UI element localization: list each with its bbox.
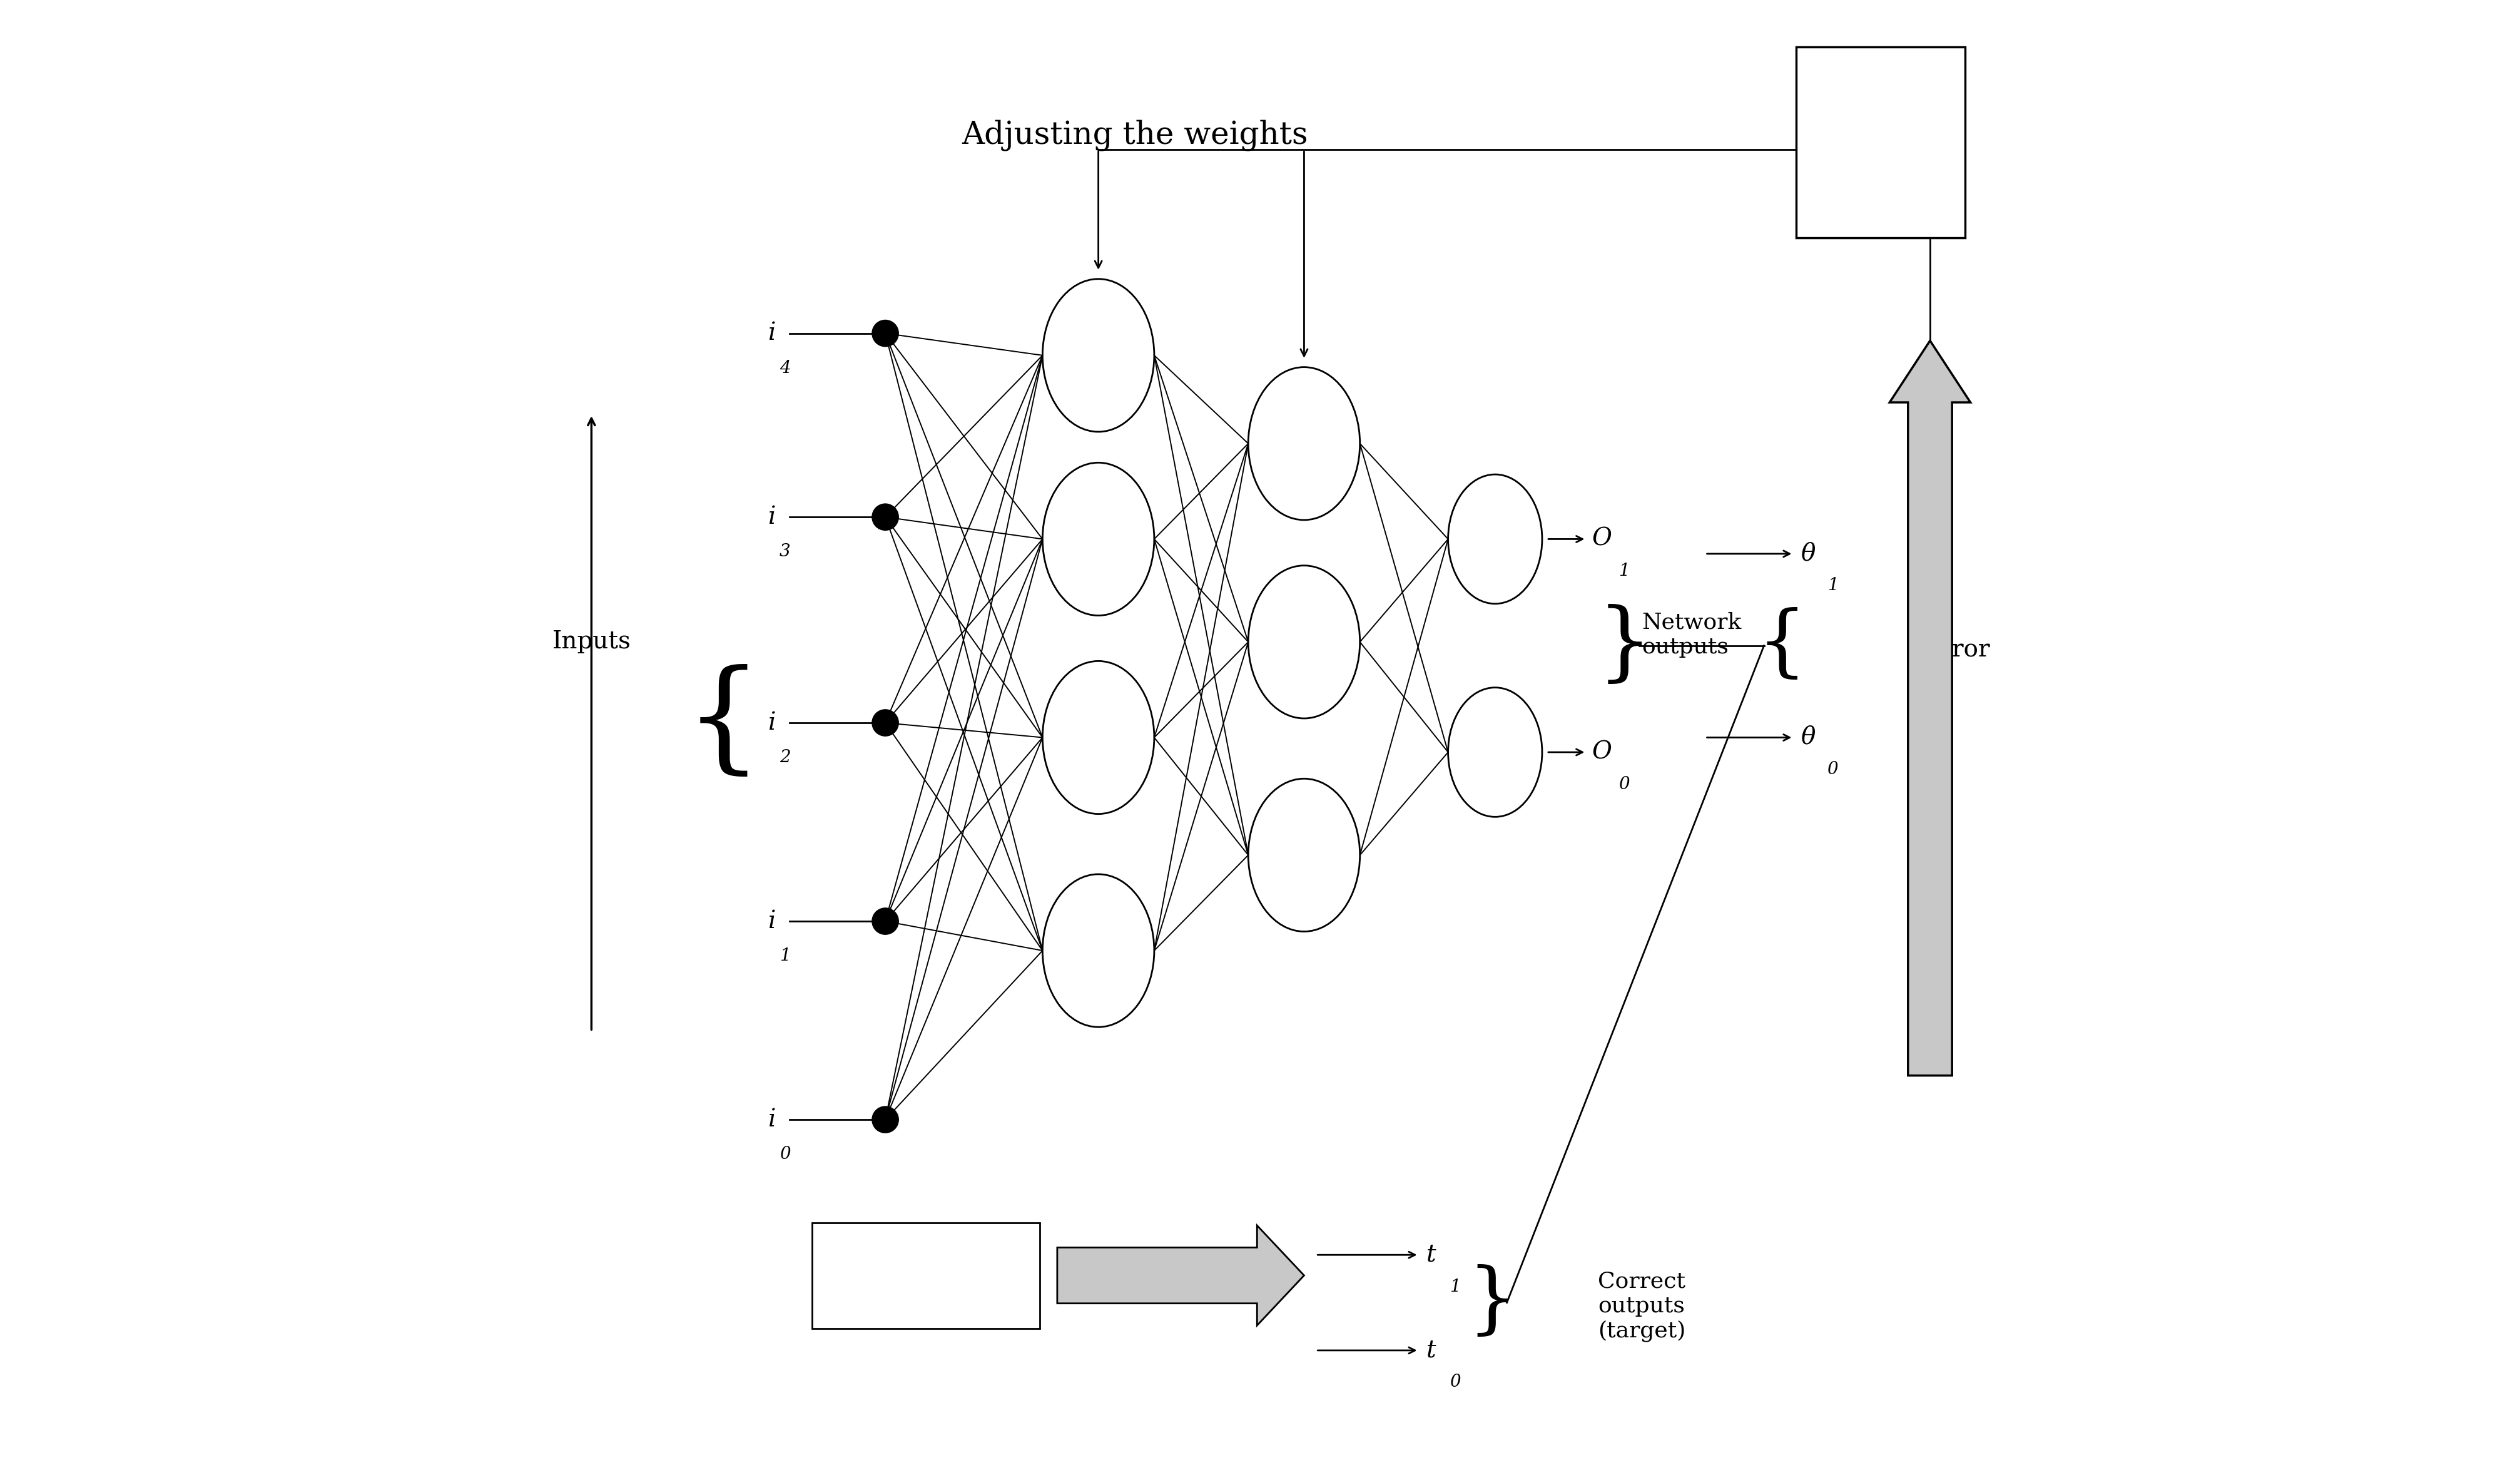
Text: }: }	[1598, 603, 1653, 687]
Text: 2: 2	[779, 749, 791, 766]
FancyArrow shape	[1058, 1226, 1303, 1326]
Text: {: {	[685, 664, 764, 782]
Text: Correct
outputs
(target): Correct outputs (target)	[1598, 1271, 1686, 1342]
Ellipse shape	[1449, 687, 1542, 817]
Text: 0: 0	[1618, 776, 1630, 792]
Ellipse shape	[1449, 475, 1542, 603]
Text: Adjusting the weights: Adjusting the weights	[963, 119, 1308, 150]
FancyBboxPatch shape	[811, 1223, 1041, 1329]
Circle shape	[872, 709, 900, 736]
Circle shape	[872, 909, 900, 935]
Text: O: O	[1593, 528, 1613, 550]
Ellipse shape	[1043, 875, 1154, 1027]
Text: 1: 1	[1618, 562, 1630, 580]
Text: {: {	[1756, 608, 1807, 683]
Text: Training
algorithm: Training algorithm	[1814, 117, 1948, 168]
Text: Network
outputs: Network outputs	[1643, 612, 1741, 658]
FancyBboxPatch shape	[1797, 47, 1966, 237]
Ellipse shape	[1247, 779, 1361, 932]
Text: θ: θ	[1802, 726, 1814, 749]
Text: i: i	[769, 506, 776, 528]
Text: 1: 1	[1827, 577, 1837, 594]
Text: i: i	[769, 711, 776, 735]
Text: 0: 0	[1827, 761, 1837, 777]
Ellipse shape	[1043, 661, 1154, 814]
Ellipse shape	[1043, 463, 1154, 615]
FancyArrow shape	[1890, 341, 1971, 1075]
Ellipse shape	[1247, 367, 1361, 521]
Text: i: i	[769, 1108, 776, 1131]
Circle shape	[872, 504, 900, 530]
Text: 3: 3	[779, 543, 791, 560]
Text: O: O	[1593, 740, 1613, 764]
Text: 1: 1	[1449, 1279, 1462, 1295]
Text: t: t	[1426, 1243, 1436, 1267]
Text: Training data: Training data	[849, 1264, 1003, 1286]
Text: Inputs: Inputs	[552, 630, 630, 653]
Text: }: }	[1467, 1264, 1517, 1341]
Text: Error: Error	[1923, 637, 1991, 661]
Ellipse shape	[1043, 279, 1154, 432]
Text: t: t	[1426, 1339, 1436, 1361]
Text: i: i	[769, 322, 776, 345]
Circle shape	[872, 320, 900, 347]
Ellipse shape	[1247, 565, 1361, 718]
Text: i: i	[769, 910, 776, 932]
Text: 0: 0	[1449, 1373, 1462, 1391]
Text: 1: 1	[779, 947, 791, 965]
Circle shape	[872, 1106, 900, 1133]
Text: θ: θ	[1802, 543, 1814, 565]
Text: 4: 4	[779, 360, 791, 376]
Text: 0: 0	[779, 1146, 791, 1162]
